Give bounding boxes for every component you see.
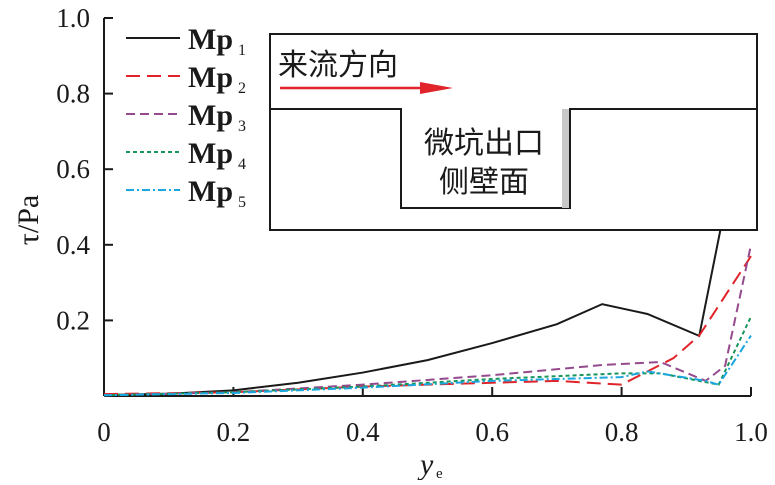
x-axis-label: y [417,448,434,480]
wall-label-line1: 微坑出口 [424,127,544,160]
y-tick-label: 0.8 [56,79,90,109]
legend: Mp 1 Mp 2 Mp 3 Mp 4 Mp 5 [126,23,246,211]
legend-label: Mp [188,61,233,94]
exit-side-wall [562,109,569,208]
y-tick-label: 1.0 [56,3,90,33]
series-lines [103,76,752,397]
inset-diagram: 来流方向 微坑出口 侧壁面 [269,33,758,231]
inset-frame [269,33,758,231]
legend-label: Mp [188,175,233,208]
legend-label: Mp [188,99,233,132]
legend-label-subscript: 4 [238,156,246,173]
wall-label-line2: 侧壁面 [439,166,529,199]
pit-profile [270,108,757,209]
x-tick-label: 0.2 [217,417,251,447]
y-tick-label: 0.4 [56,230,90,260]
series-line-mp1 [103,76,752,396]
legend-label-subscript: 2 [238,80,246,97]
y-tick-label: 0.2 [56,305,90,335]
series-line-mp5 [103,334,752,397]
x-tick-label: 1.0 [734,417,768,447]
y-axis-label: τ/Pa [12,195,45,245]
flow-direction-label: 来流方向 [278,49,398,82]
x-tick-label: 0.6 [475,417,509,447]
flow-arrow-head-icon [420,82,453,94]
x-tick-label: 0 [97,417,111,447]
x-tick-label: 0.8 [605,417,639,447]
legend-label-subscript: 1 [238,42,246,59]
axes: 0 0.2 0.4 0.6 0.8 1.0 0.2 0.4 0.6 0.8 1.0 τ/Pa y e [12,3,768,482]
series-line-mp3 [103,244,752,397]
x-tick-label: 0.4 [346,417,380,447]
legend-label: Mp [188,23,233,56]
legend-label: Mp [188,137,233,170]
legend-label-subscript: 3 [238,118,246,135]
y-tick-label: 0.6 [56,154,90,184]
x-axis-label-subscript: e [436,466,443,480]
legend-label-subscript: 5 [238,194,246,211]
